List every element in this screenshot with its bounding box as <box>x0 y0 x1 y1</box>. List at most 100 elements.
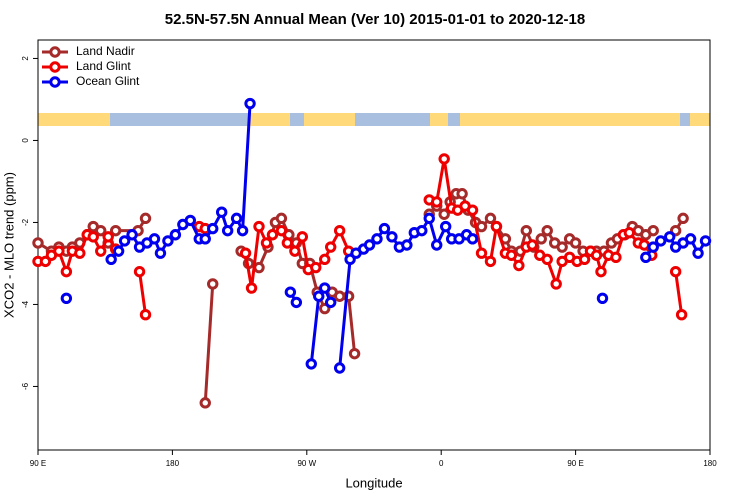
point <box>105 253 117 266</box>
series-line <box>37 192 685 403</box>
point <box>333 224 346 237</box>
point <box>623 227 636 239</box>
point <box>541 253 553 266</box>
point <box>699 235 712 247</box>
point <box>556 241 568 253</box>
point <box>32 237 44 249</box>
point <box>378 222 391 235</box>
point <box>275 224 288 237</box>
point <box>60 292 73 304</box>
point <box>484 255 497 268</box>
point <box>319 282 331 294</box>
point <box>215 206 228 218</box>
point <box>595 265 607 278</box>
point <box>569 237 582 249</box>
point <box>53 245 65 257</box>
y-tick-label: 2 <box>21 56 30 61</box>
point <box>541 224 553 237</box>
point <box>692 247 704 259</box>
point <box>95 245 107 257</box>
point <box>199 397 211 409</box>
point <box>520 224 533 237</box>
point <box>139 212 152 225</box>
point <box>610 251 622 263</box>
point <box>431 196 443 208</box>
point <box>102 231 114 243</box>
point <box>236 224 249 237</box>
point <box>663 231 676 243</box>
point <box>60 265 73 278</box>
legend-marker <box>49 46 61 58</box>
point <box>590 249 603 261</box>
point <box>133 265 146 278</box>
point <box>139 309 152 321</box>
point <box>638 239 650 251</box>
point <box>484 212 497 225</box>
point <box>550 278 562 290</box>
point <box>266 229 279 241</box>
legend-marker <box>49 76 61 88</box>
point <box>260 237 273 249</box>
point <box>466 204 479 216</box>
point <box>475 247 488 259</box>
point <box>333 362 346 374</box>
point <box>475 220 488 233</box>
point <box>675 309 688 321</box>
y-tick-label: -4 <box>21 300 30 308</box>
point <box>677 212 689 225</box>
point <box>313 290 325 302</box>
point <box>126 229 138 241</box>
point <box>647 241 659 253</box>
point <box>535 233 547 245</box>
point <box>199 233 211 245</box>
point <box>230 212 243 225</box>
point <box>655 235 667 247</box>
point <box>578 253 591 266</box>
point <box>275 212 288 225</box>
point <box>253 220 265 233</box>
chart-title: 52.5N-57.5N Annual Mean (Ver 10) 2015-01… <box>165 11 585 28</box>
y-tick-label: 0 <box>21 138 30 143</box>
point <box>109 224 122 237</box>
point <box>148 233 161 245</box>
point <box>423 212 435 225</box>
point <box>253 261 265 274</box>
point <box>87 231 99 243</box>
point <box>239 247 252 259</box>
point <box>333 290 346 302</box>
point <box>596 292 609 304</box>
y-tick-label: -2 <box>21 218 30 226</box>
point <box>95 224 107 237</box>
point <box>526 239 538 251</box>
point <box>169 229 182 241</box>
point <box>154 247 167 259</box>
point <box>684 233 697 245</box>
point <box>371 233 383 245</box>
legend-label: Land Glint <box>76 59 131 73</box>
x-axis-label: Longitude <box>345 475 402 490</box>
point <box>289 245 301 257</box>
point <box>281 237 294 249</box>
point <box>207 222 219 235</box>
point <box>401 239 413 251</box>
legend-label: Land Nadir <box>76 44 135 58</box>
point <box>456 188 468 200</box>
point <box>118 235 131 247</box>
point <box>284 286 297 298</box>
point <box>439 220 452 233</box>
point <box>74 247 86 259</box>
y-axis-label: XCO2 - MLO trend (ppm) <box>1 172 16 318</box>
point <box>324 296 337 309</box>
point <box>296 231 309 243</box>
point <box>513 259 525 272</box>
point <box>386 231 398 243</box>
point <box>324 241 337 253</box>
point <box>505 249 518 261</box>
point <box>319 253 331 266</box>
y-tick-label: -6 <box>21 382 30 390</box>
map-strip <box>38 113 710 126</box>
point <box>416 224 428 237</box>
legend-label: Ocean Glint <box>76 74 140 88</box>
point <box>438 153 450 165</box>
point <box>112 245 125 257</box>
